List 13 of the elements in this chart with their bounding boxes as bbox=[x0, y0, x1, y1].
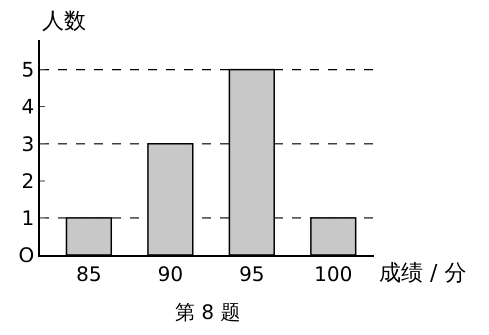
y-tick-label: 5 bbox=[22, 58, 34, 82]
y-tick-label: O bbox=[18, 243, 34, 267]
text: 第 8 题 bbox=[175, 300, 240, 324]
y-tick-label: 2 bbox=[22, 168, 34, 193]
y-axis-title: 人数 bbox=[42, 9, 86, 34]
x-tick-label: 100 bbox=[314, 262, 352, 286]
x-tick-label: 95 bbox=[239, 262, 265, 286]
x-tick-label: 85 bbox=[76, 262, 102, 286]
y-tick-label: 3 bbox=[22, 132, 34, 156]
y-tick-label: 1 bbox=[22, 206, 34, 230]
y-tick-label: 4 bbox=[22, 94, 34, 119]
x-axis-title: 成绩 / 分 bbox=[379, 261, 466, 286]
x-tick-label: 90 bbox=[158, 262, 184, 286]
